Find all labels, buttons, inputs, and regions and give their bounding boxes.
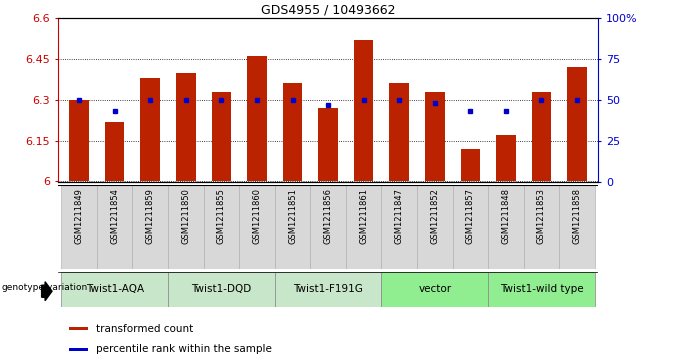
Text: GSM1211854: GSM1211854	[110, 188, 119, 244]
Bar	[248, 56, 267, 182]
Bar	[133, 185, 168, 269]
Text: GSM1211849: GSM1211849	[75, 188, 84, 244]
Bar	[69, 327, 88, 330]
Text: GSM1211850: GSM1211850	[182, 188, 190, 244]
Bar	[496, 135, 515, 182]
Bar	[567, 67, 587, 182]
Text: GSM1211860: GSM1211860	[252, 188, 262, 244]
Bar	[417, 185, 453, 269]
Text: genotype/variation: genotype/variation	[1, 283, 88, 292]
Bar	[283, 83, 303, 182]
Title: GDS4955 / 10493662: GDS4955 / 10493662	[261, 4, 395, 17]
Bar	[203, 185, 239, 269]
Bar	[168, 185, 203, 269]
Text: Twist1-F191G: Twist1-F191G	[293, 285, 363, 294]
Bar	[97, 185, 133, 269]
Text: percentile rank within the sample: percentile rank within the sample	[96, 344, 272, 354]
Bar	[275, 272, 381, 307]
Bar	[390, 83, 409, 182]
Bar	[524, 185, 559, 269]
Bar	[318, 108, 338, 182]
Text: GSM1211847: GSM1211847	[394, 188, 404, 244]
Text: Twist1-DQD: Twist1-DQD	[191, 285, 252, 294]
Bar	[176, 73, 196, 182]
Bar	[453, 185, 488, 269]
Bar	[460, 149, 480, 182]
Text: transformed count: transformed count	[96, 324, 193, 334]
Bar	[69, 348, 88, 351]
Bar	[346, 185, 381, 269]
Text: GSM1211856: GSM1211856	[324, 188, 333, 244]
Bar	[310, 185, 346, 269]
Text: GSM1211859: GSM1211859	[146, 188, 155, 244]
Text: GSM1211861: GSM1211861	[359, 188, 368, 244]
Bar	[61, 185, 97, 269]
Text: Twist1-AQA: Twist1-AQA	[86, 285, 143, 294]
Bar	[61, 272, 168, 307]
Bar	[381, 272, 488, 307]
Text: GSM1211848: GSM1211848	[501, 188, 511, 244]
Text: GSM1211852: GSM1211852	[430, 188, 439, 244]
Bar	[105, 122, 124, 182]
FancyArrow shape	[41, 282, 52, 301]
Bar	[559, 185, 595, 269]
Bar	[239, 185, 275, 269]
Bar	[381, 185, 417, 269]
Bar	[488, 272, 595, 307]
Bar	[425, 91, 445, 182]
Bar	[168, 272, 275, 307]
Text: GSM1211853: GSM1211853	[537, 188, 546, 244]
Bar	[532, 91, 551, 182]
Bar	[211, 91, 231, 182]
Bar	[488, 185, 524, 269]
Bar	[69, 100, 89, 182]
Text: GSM1211855: GSM1211855	[217, 188, 226, 244]
Bar	[275, 185, 310, 269]
Bar	[354, 40, 373, 182]
Text: GSM1211858: GSM1211858	[573, 188, 581, 244]
Text: GSM1211851: GSM1211851	[288, 188, 297, 244]
Text: GSM1211857: GSM1211857	[466, 188, 475, 244]
Text: vector: vector	[418, 285, 452, 294]
Bar	[141, 78, 160, 182]
Text: Twist1-wild type: Twist1-wild type	[500, 285, 583, 294]
